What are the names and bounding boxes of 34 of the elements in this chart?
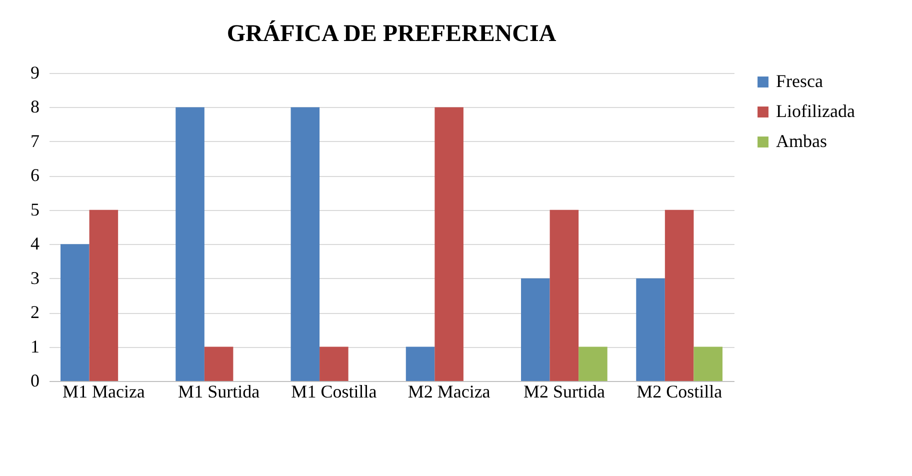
y-tick-label: 8: [30, 96, 40, 117]
legend-label: Liofilizada: [776, 101, 855, 121]
x-tick-label: M1 Costilla: [291, 382, 377, 402]
bar: [176, 107, 204, 381]
bar: [320, 346, 348, 381]
legend-label: Ambas: [776, 131, 827, 151]
y-tick-label: 1: [30, 336, 40, 356]
y-tick-label: 5: [30, 199, 40, 220]
y-tick-label: 2: [30, 302, 40, 322]
bar: [694, 346, 722, 381]
bar: [204, 346, 234, 381]
y-tick-label: 7: [30, 130, 40, 151]
x-tick-label: M1 Maciza: [62, 382, 145, 402]
y-tick-label: 3: [30, 268, 40, 288]
x-tick-label: M2 Surtida: [523, 382, 605, 402]
legend-label: Fresca: [776, 71, 823, 91]
x-tick-label: M2 Maciza: [408, 382, 490, 402]
bar: [550, 210, 579, 381]
x-tick-label: M1 Surtida: [178, 382, 260, 402]
y-tick-label: 0: [30, 370, 40, 390]
bar: [89, 210, 118, 381]
bar: [290, 107, 320, 381]
y-tick-label: 9: [30, 62, 40, 82]
bar: [664, 210, 694, 381]
y-tick-label: 6: [30, 165, 40, 186]
bar: [60, 244, 90, 381]
y-tick-label: 4: [30, 234, 40, 254]
bar: [434, 107, 464, 381]
bar: [406, 346, 435, 381]
chart-title: GRÁFICA DE PREFERENCIA: [226, 20, 557, 47]
x-tick-label: M2 Costilla: [636, 382, 722, 402]
bar: [521, 278, 550, 381]
bar: [636, 278, 665, 381]
bar: [578, 346, 608, 381]
